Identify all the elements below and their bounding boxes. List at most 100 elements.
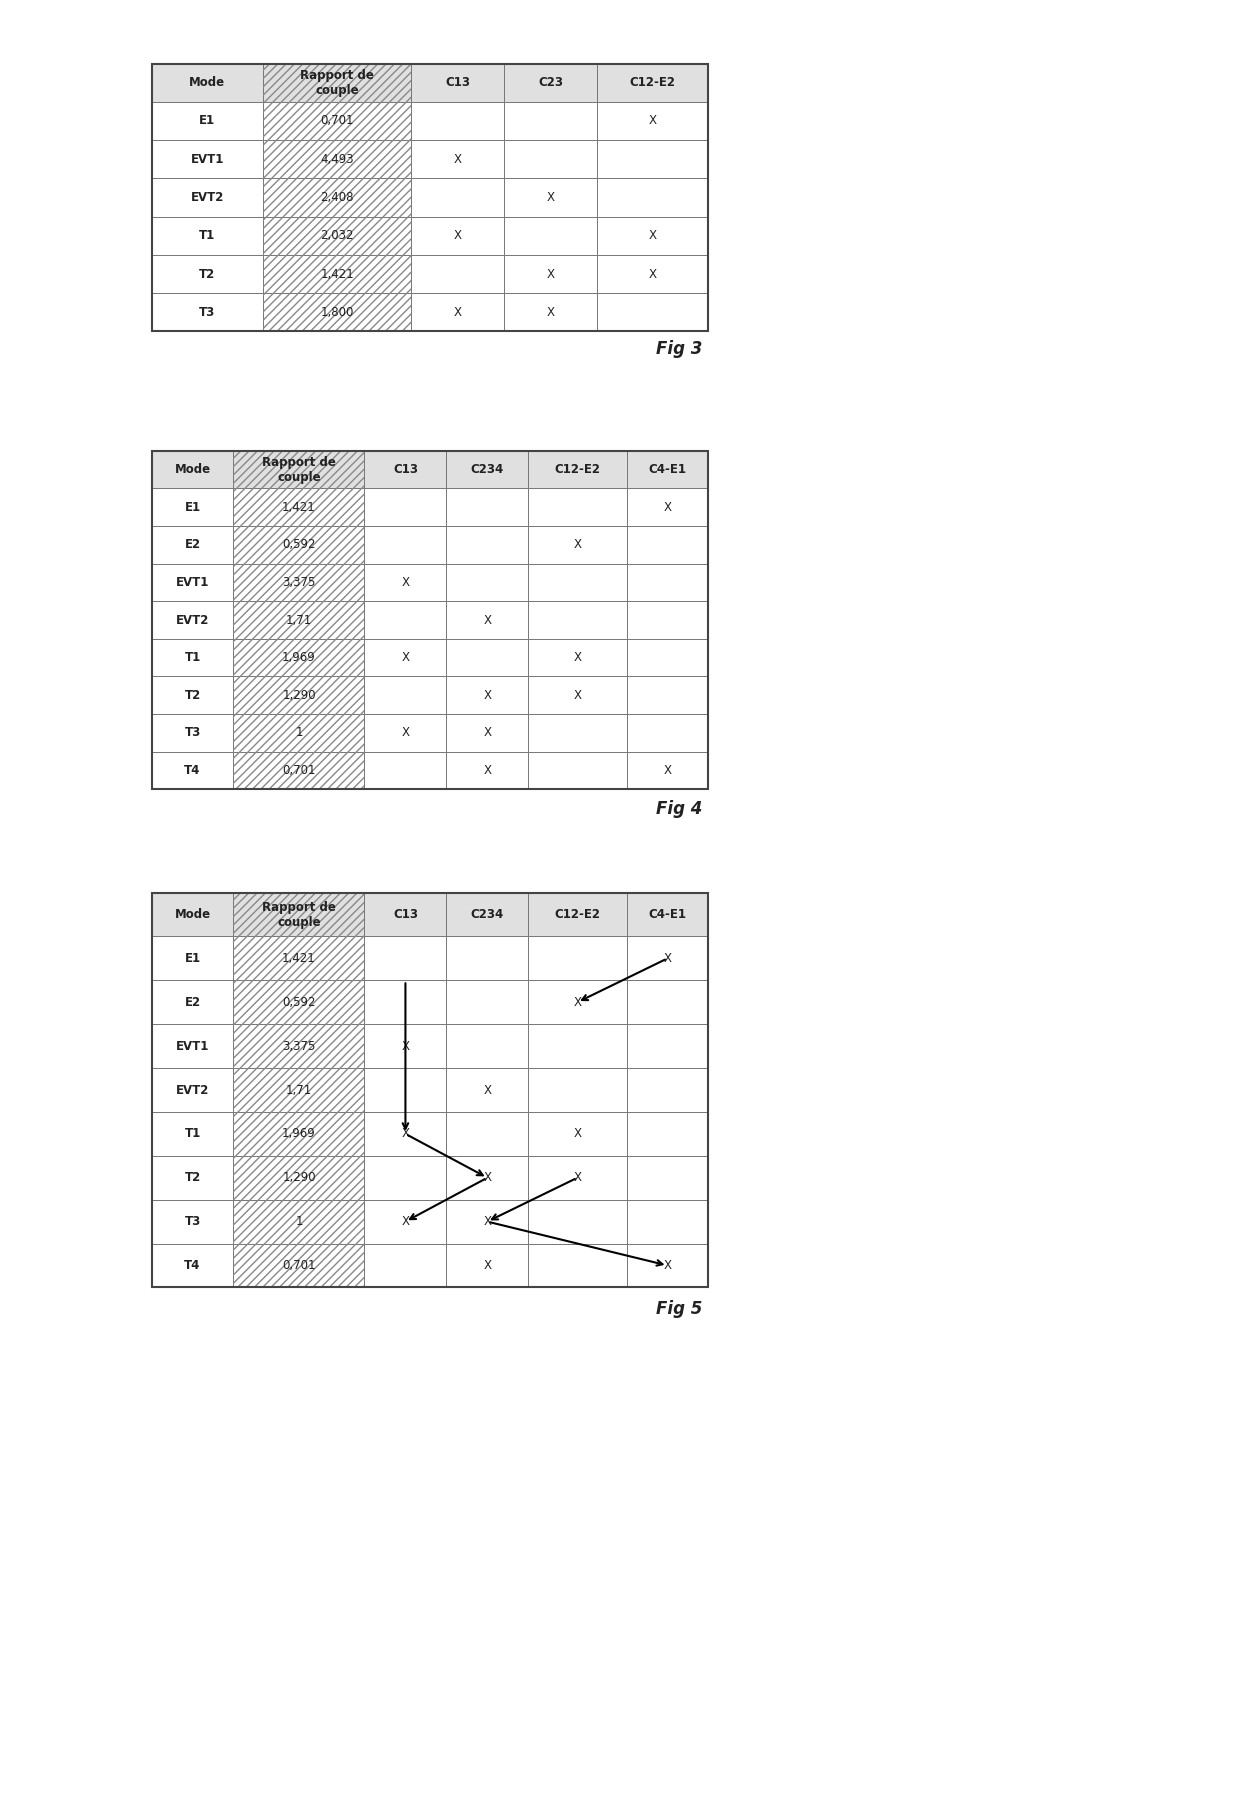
Bar (365, 1111, 446, 1157)
Text: EVT2: EVT2 (191, 192, 224, 205)
Bar (626, 751, 708, 789)
Bar (596, 179, 708, 217)
Text: X: X (402, 1128, 409, 1140)
Bar (233, 527, 365, 563)
Text: EVT1: EVT1 (176, 1039, 210, 1053)
Text: 0,701: 0,701 (283, 1260, 316, 1272)
Text: 1: 1 (295, 1215, 303, 1229)
Text: C4-E1: C4-E1 (649, 463, 687, 476)
Bar (233, 1243, 365, 1287)
Text: 0,701: 0,701 (283, 764, 316, 776)
Text: 0,701: 0,701 (320, 114, 353, 127)
Text: C13: C13 (445, 76, 470, 89)
Bar (365, 1024, 446, 1068)
Text: T2: T2 (185, 1171, 201, 1184)
Bar (626, 489, 708, 527)
Bar (528, 713, 626, 751)
Bar (446, 677, 528, 713)
Bar (446, 601, 528, 639)
Text: 0,592: 0,592 (283, 996, 316, 1008)
Bar (233, 677, 365, 713)
Bar (505, 139, 596, 179)
Bar (151, 713, 233, 751)
Bar (446, 892, 528, 936)
Bar (446, 451, 528, 489)
Bar (626, 936, 708, 981)
Bar (528, 601, 626, 639)
Bar (365, 751, 446, 789)
Bar (626, 601, 708, 639)
Bar (505, 63, 596, 101)
Bar (263, 255, 412, 293)
Bar (626, 892, 708, 936)
Bar (626, 1024, 708, 1068)
Bar (233, 451, 365, 489)
Bar (446, 1111, 528, 1157)
Text: T4: T4 (185, 764, 201, 776)
Bar (505, 293, 596, 331)
Bar (151, 489, 233, 527)
Text: E2: E2 (185, 538, 201, 552)
Bar (233, 936, 365, 981)
Bar (528, 1200, 626, 1243)
Text: X: X (573, 652, 582, 664)
Bar (233, 563, 365, 601)
Bar (365, 1068, 446, 1111)
Bar (626, 527, 708, 563)
Text: 2,408: 2,408 (320, 192, 353, 205)
Text: C12-E2: C12-E2 (630, 76, 676, 89)
Text: X: X (484, 764, 491, 776)
Bar (528, 489, 626, 527)
Text: T3: T3 (185, 1215, 201, 1229)
Text: Fig 3: Fig 3 (656, 340, 703, 358)
Text: X: X (573, 688, 582, 702)
Bar (151, 293, 263, 331)
Bar (233, 1200, 365, 1243)
Bar (365, 527, 446, 563)
Text: EVT1: EVT1 (176, 576, 210, 588)
Bar (233, 1111, 365, 1157)
Bar (151, 892, 233, 936)
Text: X: X (649, 268, 657, 281)
Bar (596, 255, 708, 293)
Bar (151, 139, 263, 179)
Bar (233, 1157, 365, 1200)
Bar (596, 101, 708, 139)
Bar (528, 451, 626, 489)
Bar (626, 713, 708, 751)
Text: T3: T3 (200, 306, 216, 319)
Bar (528, 751, 626, 789)
Bar (151, 1243, 233, 1287)
Bar (151, 101, 263, 139)
Text: T1: T1 (185, 1128, 201, 1140)
Bar (233, 751, 365, 789)
Bar (263, 63, 412, 101)
Text: C13: C13 (393, 909, 418, 921)
Bar (446, 751, 528, 789)
Bar (263, 179, 412, 217)
Text: 4,493: 4,493 (320, 152, 353, 167)
Bar (233, 601, 365, 639)
Text: X: X (402, 1039, 409, 1053)
Bar (151, 217, 263, 255)
Bar (365, 1200, 446, 1243)
Bar (446, 639, 528, 677)
Bar (626, 1111, 708, 1157)
Bar (365, 677, 446, 713)
Bar (151, 981, 233, 1024)
Bar (412, 255, 505, 293)
Bar (233, 713, 365, 751)
Text: 1,290: 1,290 (283, 1171, 316, 1184)
Bar (365, 981, 446, 1024)
Text: X: X (484, 614, 491, 626)
Bar (528, 1024, 626, 1068)
Bar (233, 639, 365, 677)
Bar (596, 63, 708, 101)
Text: X: X (663, 1260, 671, 1272)
Text: X: X (573, 538, 582, 552)
Bar (233, 981, 365, 1024)
Text: X: X (402, 652, 409, 664)
Text: X: X (402, 576, 409, 588)
Bar (505, 217, 596, 255)
Bar (233, 489, 365, 527)
